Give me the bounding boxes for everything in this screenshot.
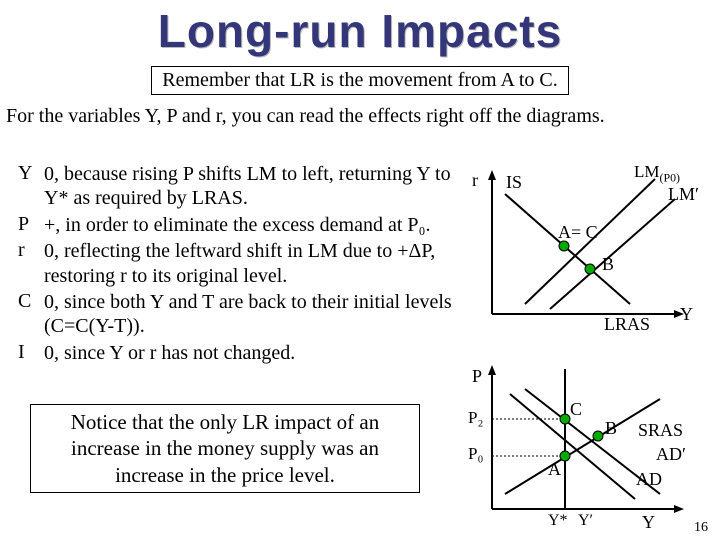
- axis-y-label-bottom: Y: [642, 512, 655, 533]
- var-row: P +, in order to eliminate the excess de…: [18, 213, 458, 237]
- var-row: C 0, since both Y and T are back to thei…: [18, 290, 458, 339]
- var-label: C: [18, 290, 44, 339]
- islm-svg: [470, 164, 700, 334]
- notice-box: Notice that the only LR impact of an inc…: [30, 404, 420, 493]
- sras-label: SRAS: [638, 420, 683, 441]
- p2-label: P₂: [468, 408, 483, 428]
- yprime-label: Y′: [578, 512, 593, 530]
- lm-p0-label: LM(P0): [634, 162, 680, 185]
- lras-label: LRAS: [604, 314, 650, 335]
- point-ac-label: A= C: [558, 222, 598, 243]
- axis-p-label: P: [472, 366, 482, 387]
- point-b-label: B: [605, 418, 617, 439]
- var-desc: +, in order to eliminate the excess dema…: [44, 213, 458, 237]
- ad-prime-label: AD′: [656, 444, 686, 465]
- var-label: I: [18, 341, 44, 365]
- var-desc: 0, since both Y and T are back to their …: [44, 290, 458, 339]
- var-row: I 0, since Y or r has not changed.: [18, 341, 458, 365]
- p0-label: P₀: [468, 444, 483, 464]
- axis-r-label: r: [472, 170, 478, 191]
- var-desc: 0, because rising P shifts LM to left, r…: [44, 162, 458, 211]
- page-title: Long-run Impacts: [0, 4, 720, 58]
- is-label: IS: [506, 172, 522, 193]
- point-b-label: B: [602, 254, 614, 275]
- var-label: r: [18, 239, 44, 288]
- var-label: Y: [18, 162, 44, 211]
- page-number: 16: [694, 520, 708, 536]
- intro-text: For the variables Y, P and r, you can re…: [6, 105, 714, 128]
- var-row: Y 0, because rising P shifts LM to left,…: [18, 162, 458, 211]
- var-desc: 0, reflecting the leftward shift in LM d…: [44, 239, 458, 288]
- ystar-label: Y*: [548, 512, 568, 530]
- ad-label: AD: [636, 469, 662, 490]
- point-c-label: C: [570, 399, 582, 420]
- variables-list: Y 0, because rising P shifts LM to left,…: [18, 162, 458, 367]
- var-label: P: [18, 213, 44, 237]
- point-a-label: A: [548, 459, 561, 480]
- var-desc: 0, since Y or r has not changed.: [44, 341, 458, 365]
- adas-chart: P P₂ P₀ C B A SRAS AD′ AD Y* Y′ Y: [470, 364, 700, 534]
- islm-chart: r IS LM(P0) LM′ A= C B Y LRAS: [470, 164, 700, 334]
- remember-box: Remember that LR is the movement from A …: [151, 66, 569, 95]
- lm-prime-label: LM′: [668, 184, 699, 205]
- axis-y-label: Y: [680, 304, 693, 325]
- var-row: r 0, reflecting the leftward shift in LM…: [18, 239, 458, 288]
